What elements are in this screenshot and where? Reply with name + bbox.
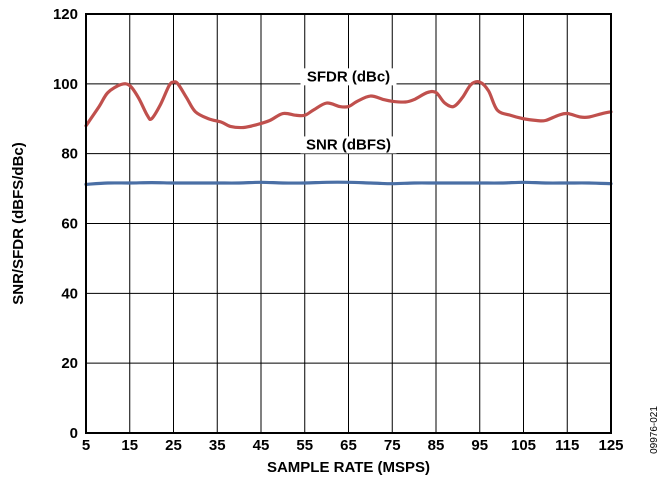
x-tick-label: 115 <box>555 437 579 454</box>
x-axis-title: SAMPLE RATE (MSPS) <box>267 459 430 476</box>
y-tick-labels: 0 20 40 60 80 100 120 <box>53 6 78 442</box>
y-tick-label: 80 <box>61 146 78 163</box>
x-tick-label: 25 <box>165 437 182 454</box>
series-labels: SFDR (dBc) SNR (dBFS) <box>300 68 397 154</box>
sfdr-dbc-label: SFDR (dBc) <box>307 68 390 85</box>
snr-dbfs-label-background <box>300 136 397 154</box>
figure-id: 09976-021 <box>649 406 660 454</box>
x-tick-label: 5 <box>82 437 90 454</box>
x-tick-label: 35 <box>209 437 226 454</box>
x-tick-label: 85 <box>428 437 445 454</box>
x-tick-label: 45 <box>253 437 270 454</box>
sfdr-dbc-label-background <box>300 68 397 86</box>
series-lines <box>84 80 613 186</box>
x-tick-label: 105 <box>511 437 536 454</box>
y-tick-label: 20 <box>61 355 78 372</box>
x-tick-label: 95 <box>471 437 488 454</box>
y-tick-label: 0 <box>70 425 78 442</box>
snr-dbfs-label: SNR (dBFS) <box>306 136 391 153</box>
plot-area <box>85 13 612 434</box>
x-tick-label: 75 <box>384 437 401 454</box>
y-tick-label: 60 <box>61 216 78 233</box>
y-axis-title: SNR/SFDR (dBFS/dBc) <box>10 142 27 305</box>
sfdr-dbc-line <box>84 80 613 130</box>
x-tick-label: 15 <box>121 437 138 454</box>
y-tick-label: 40 <box>61 285 78 302</box>
x-tick-label: 55 <box>296 437 313 454</box>
x-tick-label: 65 <box>340 437 357 454</box>
x-tick-label: 125 <box>598 437 623 454</box>
y-tick-label: 100 <box>53 76 78 93</box>
y-tick-label: 120 <box>53 6 78 23</box>
x-tick-labels: 5 15 25 35 45 55 65 75 85 95 105 115 125 <box>82 437 624 454</box>
snr-dbfs-line <box>84 180 613 186</box>
